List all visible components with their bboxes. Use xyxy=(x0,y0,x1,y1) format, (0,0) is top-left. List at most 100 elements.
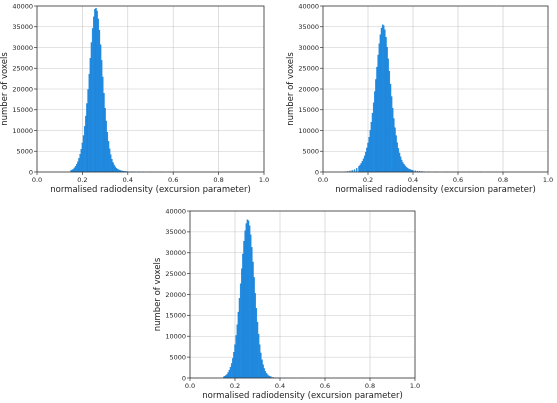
histogram-bar xyxy=(243,240,245,379)
x-ticks: 0.0 0.2 0.4 0.6 0.8 1.0 xyxy=(318,172,553,184)
histogram-bar xyxy=(238,298,241,379)
histogram-bar xyxy=(381,24,384,173)
histogram-bar xyxy=(260,352,262,379)
histogram-bar xyxy=(376,66,378,173)
histogram-bar xyxy=(76,163,78,173)
y-axis-label: number of voxels xyxy=(153,257,163,331)
x-tick-label: 0.8 xyxy=(213,176,223,184)
histogram-bar xyxy=(392,107,394,173)
histogram-bar xyxy=(108,148,111,173)
y-tick-label: 15000 xyxy=(165,312,186,320)
histogram-bar xyxy=(360,163,362,173)
y-tick-label: 5000 xyxy=(169,353,186,361)
y-tick-label: 20000 xyxy=(12,85,33,93)
histogram-bar xyxy=(380,27,383,173)
histogram-bar xyxy=(237,311,240,379)
x-tick-label: 0.8 xyxy=(365,382,375,390)
histogram-bar xyxy=(367,142,369,173)
histogram-bar xyxy=(398,152,401,173)
histogram-bar xyxy=(225,375,227,379)
y-tick-label: 40000 xyxy=(298,2,319,10)
y-tick-label: 10000 xyxy=(165,333,186,341)
histogram-bar xyxy=(103,93,105,173)
histogram-bar xyxy=(247,220,250,379)
histogram-bar xyxy=(406,167,409,173)
histogram-bar xyxy=(239,283,242,379)
histogram-bar xyxy=(402,162,404,173)
histogram-bar xyxy=(248,225,251,379)
histogram-bar xyxy=(73,167,76,173)
y-axis-label: number of voxels xyxy=(286,52,296,126)
histogram-bar xyxy=(107,141,110,173)
histogram-bar xyxy=(377,54,379,173)
y-tick-label: 30000 xyxy=(298,44,319,52)
x-ticks: 0.0 0.2 0.4 0.6 0.8 1.0 xyxy=(185,378,420,390)
histogram-bar xyxy=(228,369,231,379)
x-tick-label: 0.8 xyxy=(498,176,508,184)
histogram-bar xyxy=(81,142,84,173)
histogram-bar xyxy=(407,168,410,173)
histogram-bar xyxy=(383,25,385,173)
histogram-bar xyxy=(266,374,269,379)
histogram-bar xyxy=(408,169,411,173)
histogram-bar xyxy=(114,166,117,173)
histogram-bar xyxy=(356,168,358,173)
y-tick-label: 25000 xyxy=(298,65,319,73)
histogram-bar xyxy=(251,247,253,379)
histogram-bar xyxy=(394,127,396,173)
histogram-bar xyxy=(72,168,75,173)
histogram-bar xyxy=(234,344,236,379)
histogram-bar xyxy=(111,159,113,173)
histogram-bar xyxy=(388,71,391,173)
histogram-bar xyxy=(79,154,81,173)
histogram-bar xyxy=(379,34,382,173)
x-tick-label: 0.6 xyxy=(320,382,330,390)
x-tick-label: 0.4 xyxy=(408,176,418,184)
histogram-bar xyxy=(244,230,246,379)
y-tick-label: 10000 xyxy=(298,127,319,135)
histogram-bar xyxy=(250,234,252,379)
histogram-bar xyxy=(88,73,90,173)
histogram-bar xyxy=(82,135,85,173)
histogram-bar xyxy=(101,60,103,173)
histogram-bar xyxy=(91,28,94,173)
histogram-bar xyxy=(94,9,96,173)
histogram-bar xyxy=(365,151,367,173)
histogram-bar xyxy=(263,368,265,379)
y-tick-label: 0 xyxy=(315,168,319,176)
x-tick-label: 0.4 xyxy=(123,176,133,184)
x-tick-label: 0.6 xyxy=(453,176,463,184)
histogram-bar xyxy=(395,135,397,173)
histogram-bar xyxy=(105,120,107,173)
y-tick-label: 40000 xyxy=(165,207,186,215)
histogram-bar xyxy=(370,122,373,173)
histogram-bar xyxy=(246,219,249,379)
histogram-bar xyxy=(375,79,377,173)
histogram-bar xyxy=(393,118,395,173)
histogram-panel-1: 0.0 0.2 0.4 0.6 0.8 1.0 0 5000 10000 15000 20000 2… xyxy=(0,2,269,195)
x-ticks: 0.0 0.2 0.4 0.6 0.8 1.0 xyxy=(32,172,269,184)
y-axis-label: number of voxels xyxy=(0,52,10,126)
x-tick-label: 0.6 xyxy=(168,176,178,184)
histogram-bar xyxy=(96,10,98,173)
histogram-bar xyxy=(369,129,371,173)
histogram-bar xyxy=(241,268,243,379)
histogram-bar xyxy=(256,321,259,379)
x-axis-label: normalised radiodensity (excursion param… xyxy=(202,391,403,401)
histogram-bar xyxy=(102,76,104,173)
histogram-bar xyxy=(80,149,82,173)
histogram-bar xyxy=(397,148,400,173)
y-tick-label: 20000 xyxy=(298,85,319,93)
histogram-bar xyxy=(229,367,232,379)
histogram-bar xyxy=(110,154,112,173)
histogram-bar xyxy=(97,18,99,173)
x-tick-label: 0.0 xyxy=(318,176,328,184)
x-tick-label: 0.2 xyxy=(230,382,240,390)
y-tick-label: 0 xyxy=(29,168,33,176)
histogram-bar xyxy=(368,137,370,173)
y-tick-label: 25000 xyxy=(12,65,33,73)
histogram-bar xyxy=(112,162,114,173)
grid xyxy=(189,210,416,379)
x-axis-label: normalised radiodensity (excursion param… xyxy=(335,185,536,195)
histogram-bar xyxy=(87,89,89,173)
